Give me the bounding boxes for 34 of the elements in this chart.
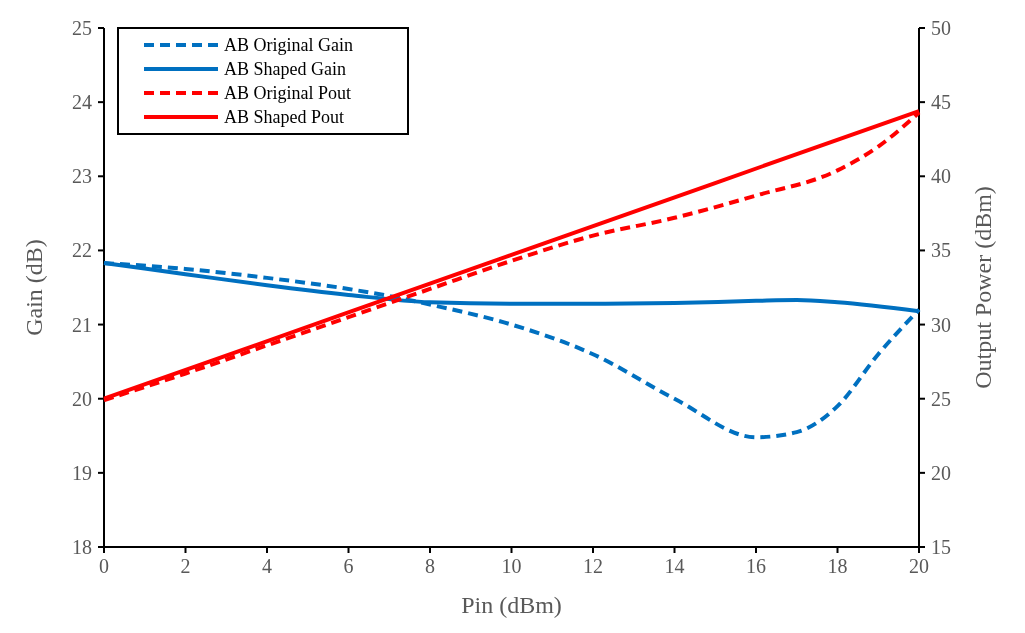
x-tick-label: 0 — [99, 555, 109, 577]
x-tick-label: 6 — [343, 555, 354, 577]
x-tick-label: 16 — [746, 555, 766, 577]
x-tick-label: 4 — [262, 555, 272, 577]
y-tick-label: 21 — [72, 313, 92, 336]
x-tick-label: 12 — [583, 555, 603, 577]
legend-label: AB Original Pout — [224, 83, 352, 104]
x-tick-label: 20 — [909, 555, 929, 577]
y2-tick-label: 15 — [931, 536, 951, 558]
legend-label: AB Shaped Pout — [224, 107, 345, 128]
y-tick-label: 20 — [72, 387, 92, 410]
y2-tick-label: 50 — [931, 17, 951, 39]
y-tick-label: 24 — [72, 91, 92, 114]
y-tick-label: 18 — [72, 536, 92, 558]
y2-tick-label: 40 — [931, 165, 951, 188]
y2-axis-title: Output Power (dBm) — [970, 186, 996, 389]
legend-label: AB Original Gain — [224, 35, 353, 56]
x-tick-label: 8 — [425, 555, 435, 577]
y2-tick-label: 35 — [931, 239, 951, 262]
x-tick-label: 18 — [827, 555, 848, 577]
y2-tick-label: 45 — [931, 91, 951, 114]
x-tick-label: 14 — [664, 555, 685, 577]
y-axis-title: Gain (dB) — [21, 239, 47, 336]
y-tick-label: 22 — [72, 239, 92, 262]
y2-tick-label: 25 — [931, 387, 951, 410]
y2-tick-label: 20 — [931, 461, 951, 484]
y-tick-label: 23 — [72, 165, 92, 188]
y-tick-label: 19 — [72, 461, 92, 484]
x-tick-label: 10 — [501, 555, 522, 577]
x-axis-title: Pin (dBm) — [461, 592, 562, 618]
legend-label: AB Shaped Gain — [224, 59, 346, 80]
y2-tick-label: 30 — [931, 313, 951, 336]
y-tick-label: 25 — [72, 17, 92, 39]
x-tick-label: 2 — [180, 555, 191, 577]
